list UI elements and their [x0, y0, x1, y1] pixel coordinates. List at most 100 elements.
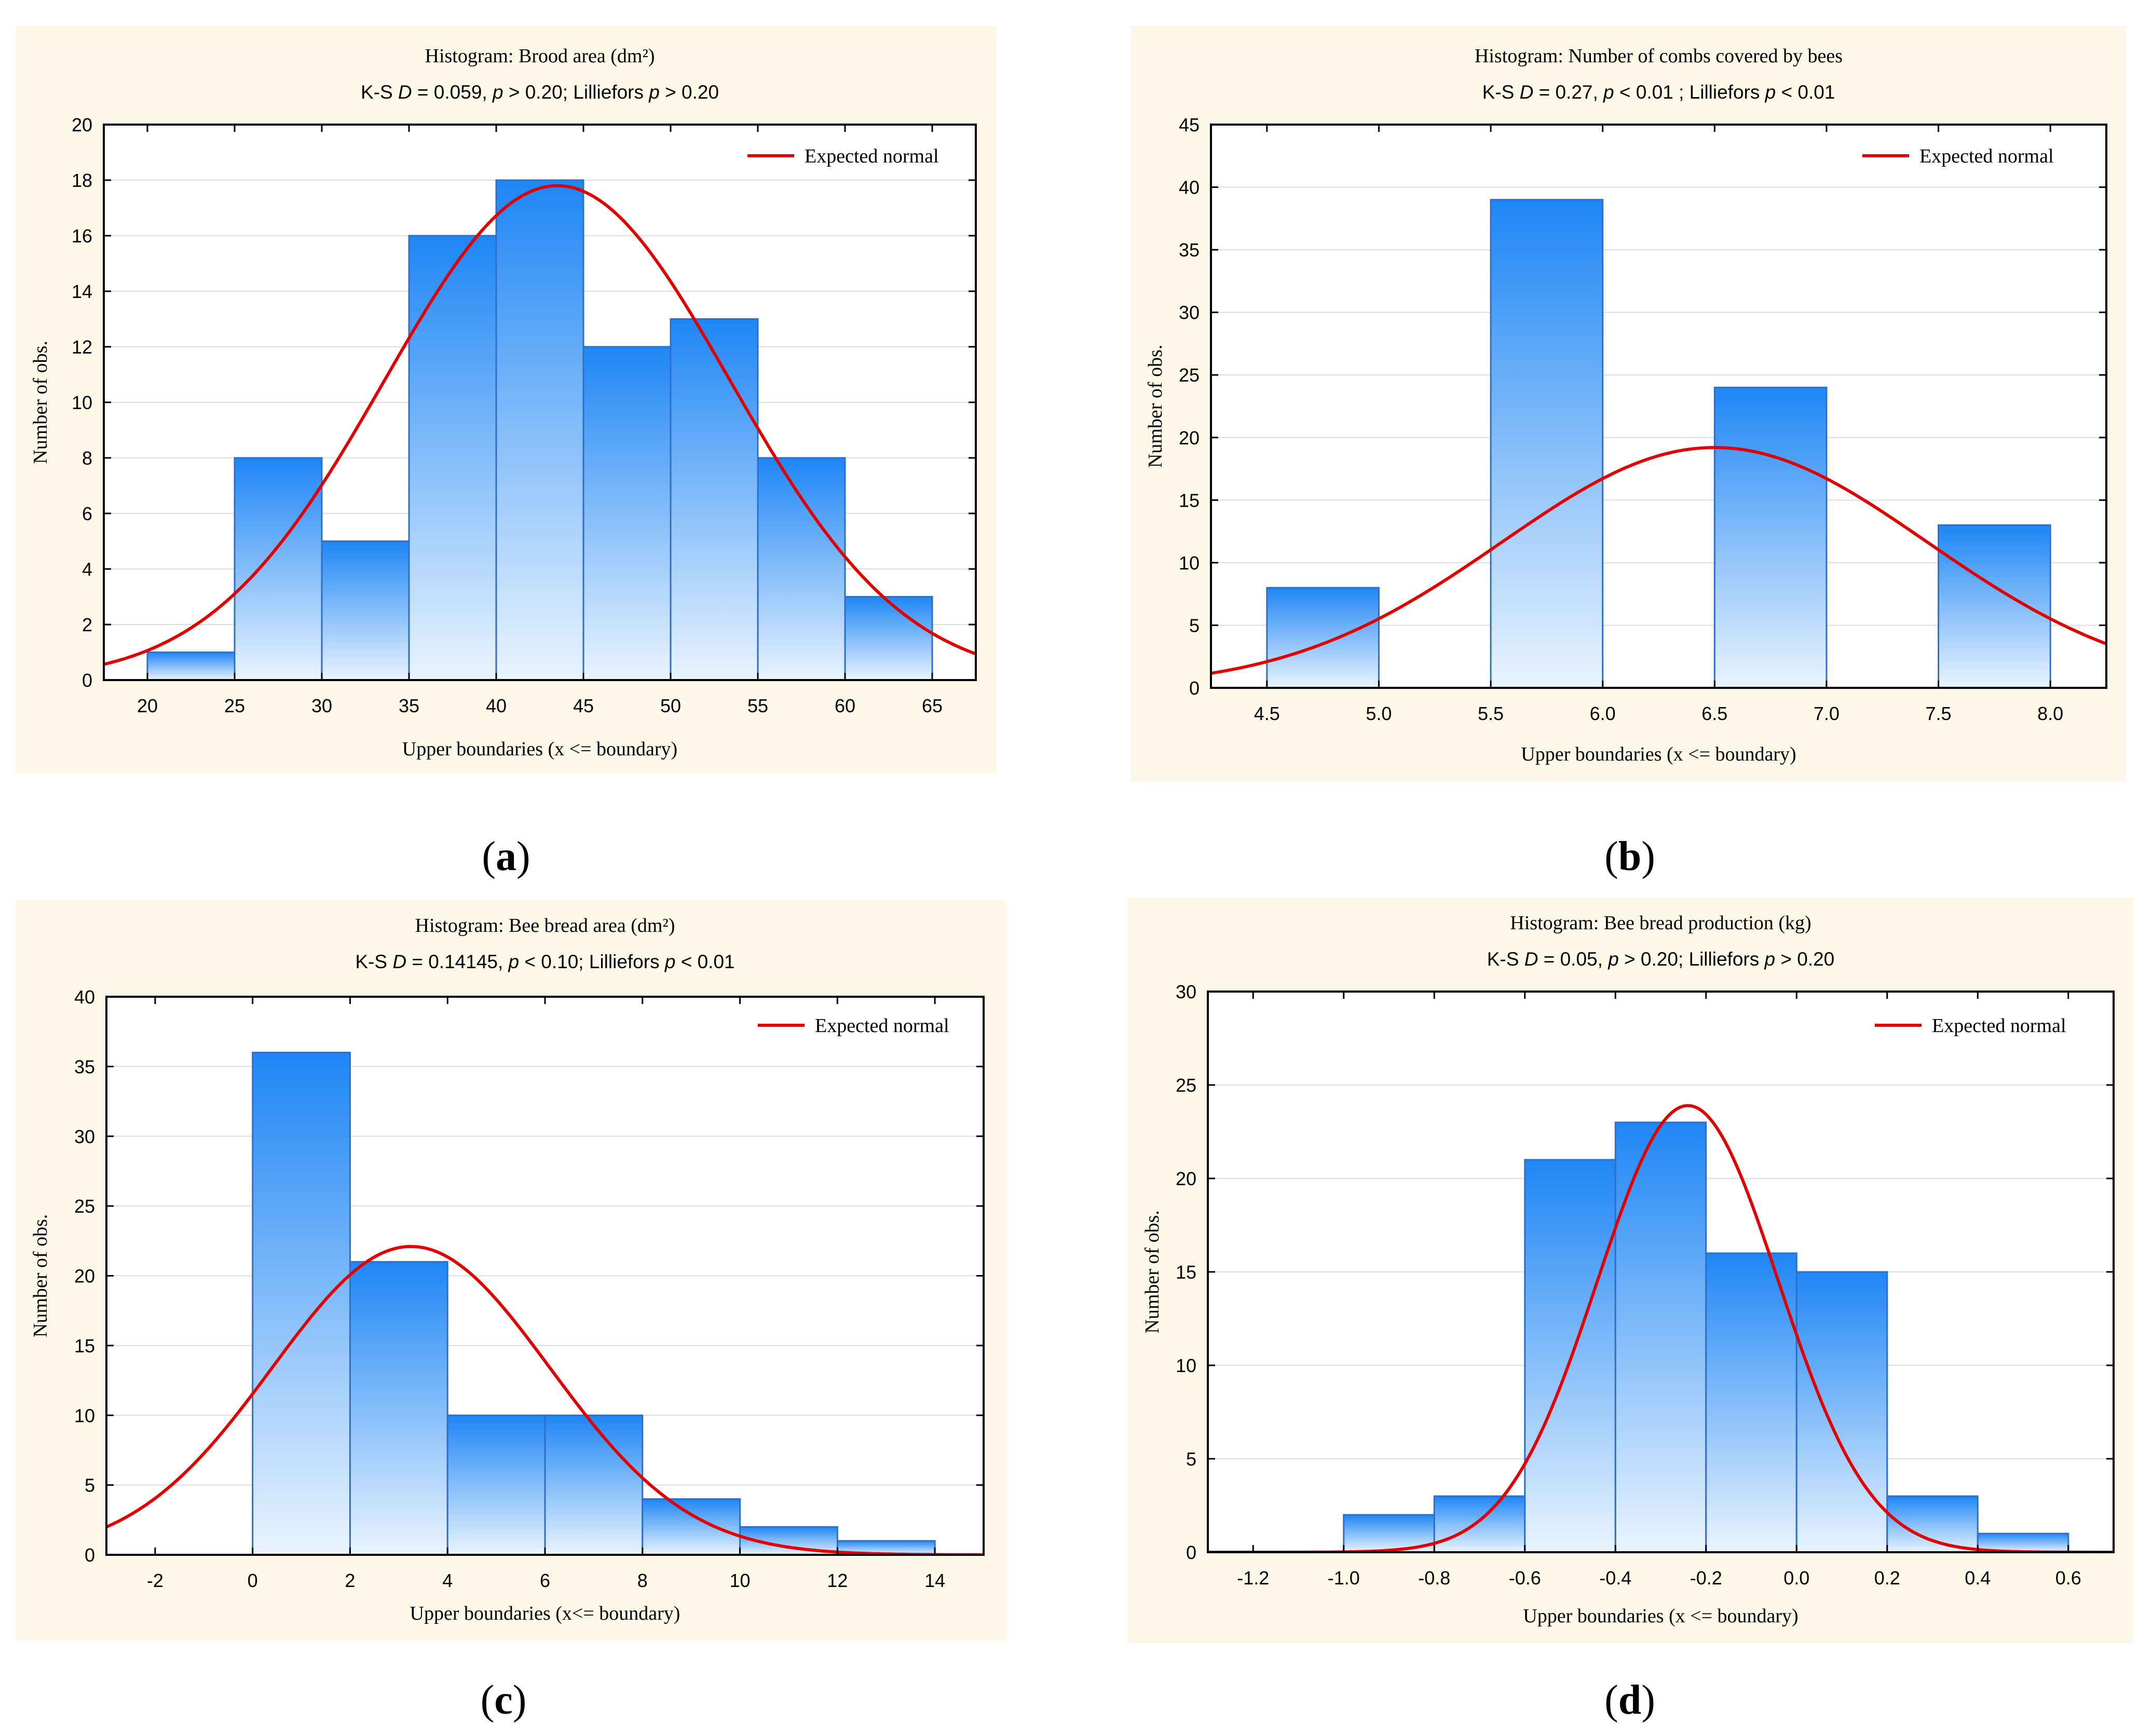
chart-title-a: Histogram: Brood area (dm²) — [425, 45, 655, 67]
y-tick-label: 0 — [1186, 1542, 1196, 1563]
histogram-bar — [234, 457, 323, 680]
y-tick-label: 2 — [82, 614, 92, 635]
chart-subtitle-a: K-S D = 0.059, p > 0.20; Lilliefors p > … — [361, 82, 719, 103]
legend-label: Expected normal — [815, 1015, 949, 1037]
y-tick-label: 30 — [1176, 981, 1196, 1002]
plot-frame — [105, 996, 985, 1556]
x-tick-label: 20 — [137, 695, 158, 716]
chart-title-b: Histogram: Number of combs covered by be… — [1475, 45, 1843, 67]
y-tick-label: 15 — [1176, 1262, 1196, 1283]
chart-subtitle-b: K-S D = 0.27, p < 0.01 ; Lilliefors p < … — [1482, 82, 1835, 103]
x-tick-label: 25 — [224, 695, 245, 716]
y-tick-label: 5 — [1189, 615, 1200, 636]
histogram-bar — [252, 1052, 351, 1555]
legend-label: Expected normal — [1919, 145, 2054, 167]
histogram-bar — [349, 1261, 448, 1555]
x-tick-label: 12 — [827, 1570, 848, 1591]
y-axis-label: Number of obs. — [30, 341, 51, 464]
chart-title-d: Histogram: Bee bread production (kg) — [1510, 912, 1811, 934]
x-tick-label: 0.6 — [2055, 1567, 2081, 1589]
y-axis-label: Number of obs. — [30, 1214, 51, 1337]
y-tick-label: 35 — [74, 1056, 95, 1077]
y-tick-label: 25 — [1176, 1075, 1196, 1096]
x-axis-label: Upper boundaries (x <= boundary) — [1523, 1605, 1798, 1627]
chart-panel-d: Histogram: Bee bread production (kg) K-S … — [1127, 898, 2133, 1643]
x-tick-label: 60 — [835, 695, 855, 716]
chart-panel-a: Histogram: Brood area (dm²) K-S D = 0.059… — [16, 26, 997, 774]
y-tick-label: 30 — [74, 1126, 95, 1147]
y-tick-label: 8 — [82, 447, 92, 469]
y-tick-label: 40 — [74, 986, 95, 1008]
histogram-bar — [582, 346, 672, 680]
y-tick-label: 30 — [1179, 302, 1200, 323]
y-tick-label: 20 — [1179, 427, 1200, 449]
expected-normal-curve — [1211, 446, 2106, 675]
x-tick-label: 65 — [922, 695, 943, 716]
chart-a: Histogram: Brood area (dm²) K-S D = 0.059… — [30, 45, 977, 760]
x-tick-label: 0.4 — [1965, 1567, 1991, 1589]
x-tick-label: 55 — [747, 695, 768, 716]
y-axis-label: Number of obs. — [1145, 345, 1166, 468]
y-tick-label: 20 — [1176, 1168, 1196, 1189]
y-tick-label: 20 — [72, 114, 92, 135]
x-tick-label: -1.2 — [1237, 1567, 1269, 1589]
x-tick-label: 6.5 — [1701, 703, 1727, 724]
y-tick-label: 10 — [74, 1405, 95, 1426]
histogram-bar — [1343, 1514, 1435, 1552]
y-tick-label: 25 — [74, 1196, 95, 1217]
x-tick-label: -2 — [147, 1570, 164, 1591]
y-tick-label: 16 — [72, 225, 92, 247]
x-tick-label: 0 — [248, 1570, 258, 1591]
y-tick-label: 15 — [74, 1335, 95, 1357]
histogram-bar — [446, 1414, 546, 1555]
x-axis-label: Upper boundaries (x <= boundary) — [402, 738, 677, 760]
x-tick-label: 8.0 — [2037, 703, 2063, 724]
x-axis-label: Upper boundaries (x<= boundary) — [410, 1603, 680, 1624]
y-tick-label: 40 — [1179, 177, 1200, 198]
x-tick-label: 6 — [540, 1570, 550, 1591]
x-tick-label: 45 — [573, 695, 594, 716]
y-tick-label: 18 — [72, 170, 92, 191]
x-tick-label: 7.0 — [1814, 703, 1840, 724]
x-tick-label: 8 — [637, 1570, 648, 1591]
histogram-bar — [1795, 1271, 1888, 1552]
x-tick-label: 4 — [442, 1570, 453, 1591]
histogram-bar — [495, 179, 584, 680]
y-tick-label: 14 — [72, 281, 92, 302]
x-tick-label: 4.5 — [1254, 703, 1280, 724]
y-tick-label: 5 — [1186, 1448, 1196, 1470]
expected-normal-curve — [104, 184, 976, 666]
x-tick-label: 6.0 — [1590, 703, 1616, 724]
chart-subtitle-c: K-S D = 0.14145, p < 0.10; Lilliefors p … — [355, 951, 734, 972]
histogram-bar — [844, 596, 933, 680]
x-tick-label: 0.2 — [1874, 1567, 1900, 1589]
histogram-bar — [1490, 199, 1604, 688]
x-tick-label: -0.6 — [1509, 1567, 1541, 1589]
x-tick-label: 0.0 — [1783, 1567, 1809, 1589]
caption-a: (a) — [482, 834, 530, 879]
x-tick-label: 2 — [345, 1570, 355, 1591]
histogram-bar — [1266, 587, 1380, 688]
y-tick-label: 0 — [82, 670, 92, 691]
x-tick-label: 14 — [924, 1570, 945, 1591]
x-tick-label: 5.5 — [1478, 703, 1504, 724]
y-tick-label: 25 — [1179, 364, 1200, 386]
legend-label: Expected normal — [1932, 1015, 2066, 1037]
y-tick-label: 5 — [85, 1475, 95, 1496]
chart-c: Histogram: Bee bread area (dm²) K-S D = 0… — [30, 915, 985, 1624]
y-tick-label: 6 — [82, 503, 92, 524]
y-tick-label: 4 — [82, 559, 92, 580]
chart-b: Histogram: Number of combs covered by be… — [1145, 45, 2107, 765]
chart-title-c: Histogram: Bee bread area (dm²) — [415, 915, 675, 937]
chart-panel-b: Histogram: Number of combs covered by be… — [1131, 26, 2126, 781]
x-tick-label: -0.4 — [1599, 1567, 1631, 1589]
x-tick-label: -1.0 — [1328, 1567, 1360, 1589]
x-tick-label: 10 — [730, 1570, 751, 1591]
plot-frame — [1210, 124, 2107, 689]
histogram-bar — [1614, 1121, 1707, 1552]
histogram-bar — [544, 1414, 644, 1555]
y-tick-label: 20 — [74, 1266, 95, 1287]
histogram-bar — [321, 540, 410, 680]
x-axis-label: Upper boundaries (x <= boundary) — [1521, 743, 1796, 765]
histogram-bar — [1938, 524, 2051, 688]
